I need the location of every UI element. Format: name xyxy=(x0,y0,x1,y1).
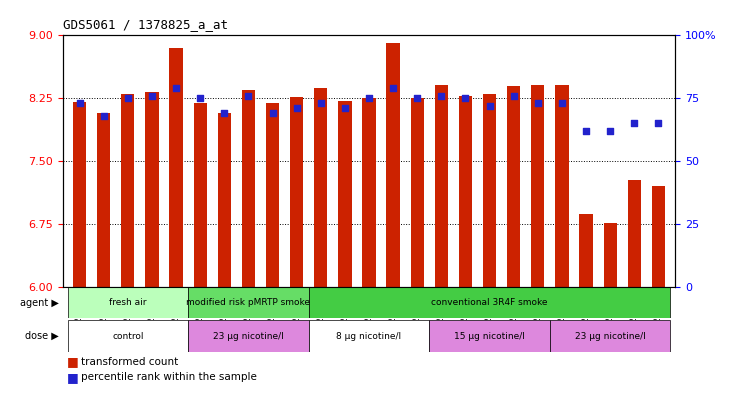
Bar xyxy=(266,103,279,287)
Bar xyxy=(290,97,303,287)
Text: conventional 3R4F smoke: conventional 3R4F smoke xyxy=(431,298,548,307)
Point xyxy=(556,100,568,107)
Point xyxy=(266,110,278,116)
Text: 23 μg nicotine/l: 23 μg nicotine/l xyxy=(575,332,646,340)
Text: dose ▶: dose ▶ xyxy=(25,331,59,341)
Point xyxy=(291,105,303,112)
Text: agent ▶: agent ▶ xyxy=(20,298,59,308)
Bar xyxy=(483,94,496,287)
Point xyxy=(460,95,472,101)
Bar xyxy=(170,48,183,287)
Bar xyxy=(188,320,308,352)
Point xyxy=(580,128,592,134)
Point xyxy=(508,93,520,99)
Bar xyxy=(73,103,86,287)
Bar xyxy=(193,103,207,287)
Bar xyxy=(338,101,351,287)
Bar xyxy=(218,112,231,287)
Bar xyxy=(579,214,593,287)
Bar xyxy=(459,96,472,287)
Text: fresh air: fresh air xyxy=(109,298,147,307)
Bar xyxy=(387,43,400,287)
Bar xyxy=(145,92,159,287)
Point xyxy=(363,95,375,101)
Point xyxy=(218,110,230,116)
Bar xyxy=(308,320,430,352)
Point xyxy=(243,93,255,99)
Point xyxy=(74,100,86,107)
Point xyxy=(146,93,158,99)
Point xyxy=(387,85,399,91)
Text: ■: ■ xyxy=(66,355,78,368)
Point xyxy=(628,120,640,127)
Point xyxy=(604,128,616,134)
Bar xyxy=(410,98,424,287)
Bar xyxy=(435,85,448,287)
Bar xyxy=(242,90,255,287)
Bar xyxy=(68,320,188,352)
Point xyxy=(98,113,110,119)
Text: percentile rank within the sample: percentile rank within the sample xyxy=(81,372,257,382)
Bar xyxy=(550,320,670,352)
Text: control: control xyxy=(112,332,144,340)
Point xyxy=(339,105,351,112)
Bar xyxy=(97,112,111,287)
Text: GDS5061 / 1378825_a_at: GDS5061 / 1378825_a_at xyxy=(63,18,228,31)
Text: 15 μg nicotine/l: 15 μg nicotine/l xyxy=(454,332,525,340)
Point xyxy=(194,95,206,101)
Bar xyxy=(430,320,550,352)
Point xyxy=(483,103,495,109)
Point xyxy=(411,95,423,101)
Bar xyxy=(555,85,568,287)
Bar xyxy=(68,287,188,318)
Bar xyxy=(627,180,641,287)
Point xyxy=(435,93,447,99)
Bar xyxy=(652,186,665,287)
Text: modified risk pMRTP smoke: modified risk pMRTP smoke xyxy=(187,298,311,307)
Text: 8 μg nicotine/l: 8 μg nicotine/l xyxy=(337,332,401,340)
Bar xyxy=(531,85,545,287)
Point xyxy=(170,85,182,91)
Point xyxy=(532,100,544,107)
Point xyxy=(122,95,134,101)
Bar xyxy=(314,88,328,287)
Bar xyxy=(308,287,670,318)
Text: transformed count: transformed count xyxy=(81,356,179,367)
Bar xyxy=(604,223,617,287)
Bar xyxy=(188,287,308,318)
Point xyxy=(652,120,664,127)
Bar xyxy=(507,86,520,287)
Bar xyxy=(121,94,134,287)
Point xyxy=(315,100,327,107)
Text: ■: ■ xyxy=(66,371,78,384)
Text: 23 μg nicotine/l: 23 μg nicotine/l xyxy=(213,332,284,340)
Bar xyxy=(362,98,376,287)
